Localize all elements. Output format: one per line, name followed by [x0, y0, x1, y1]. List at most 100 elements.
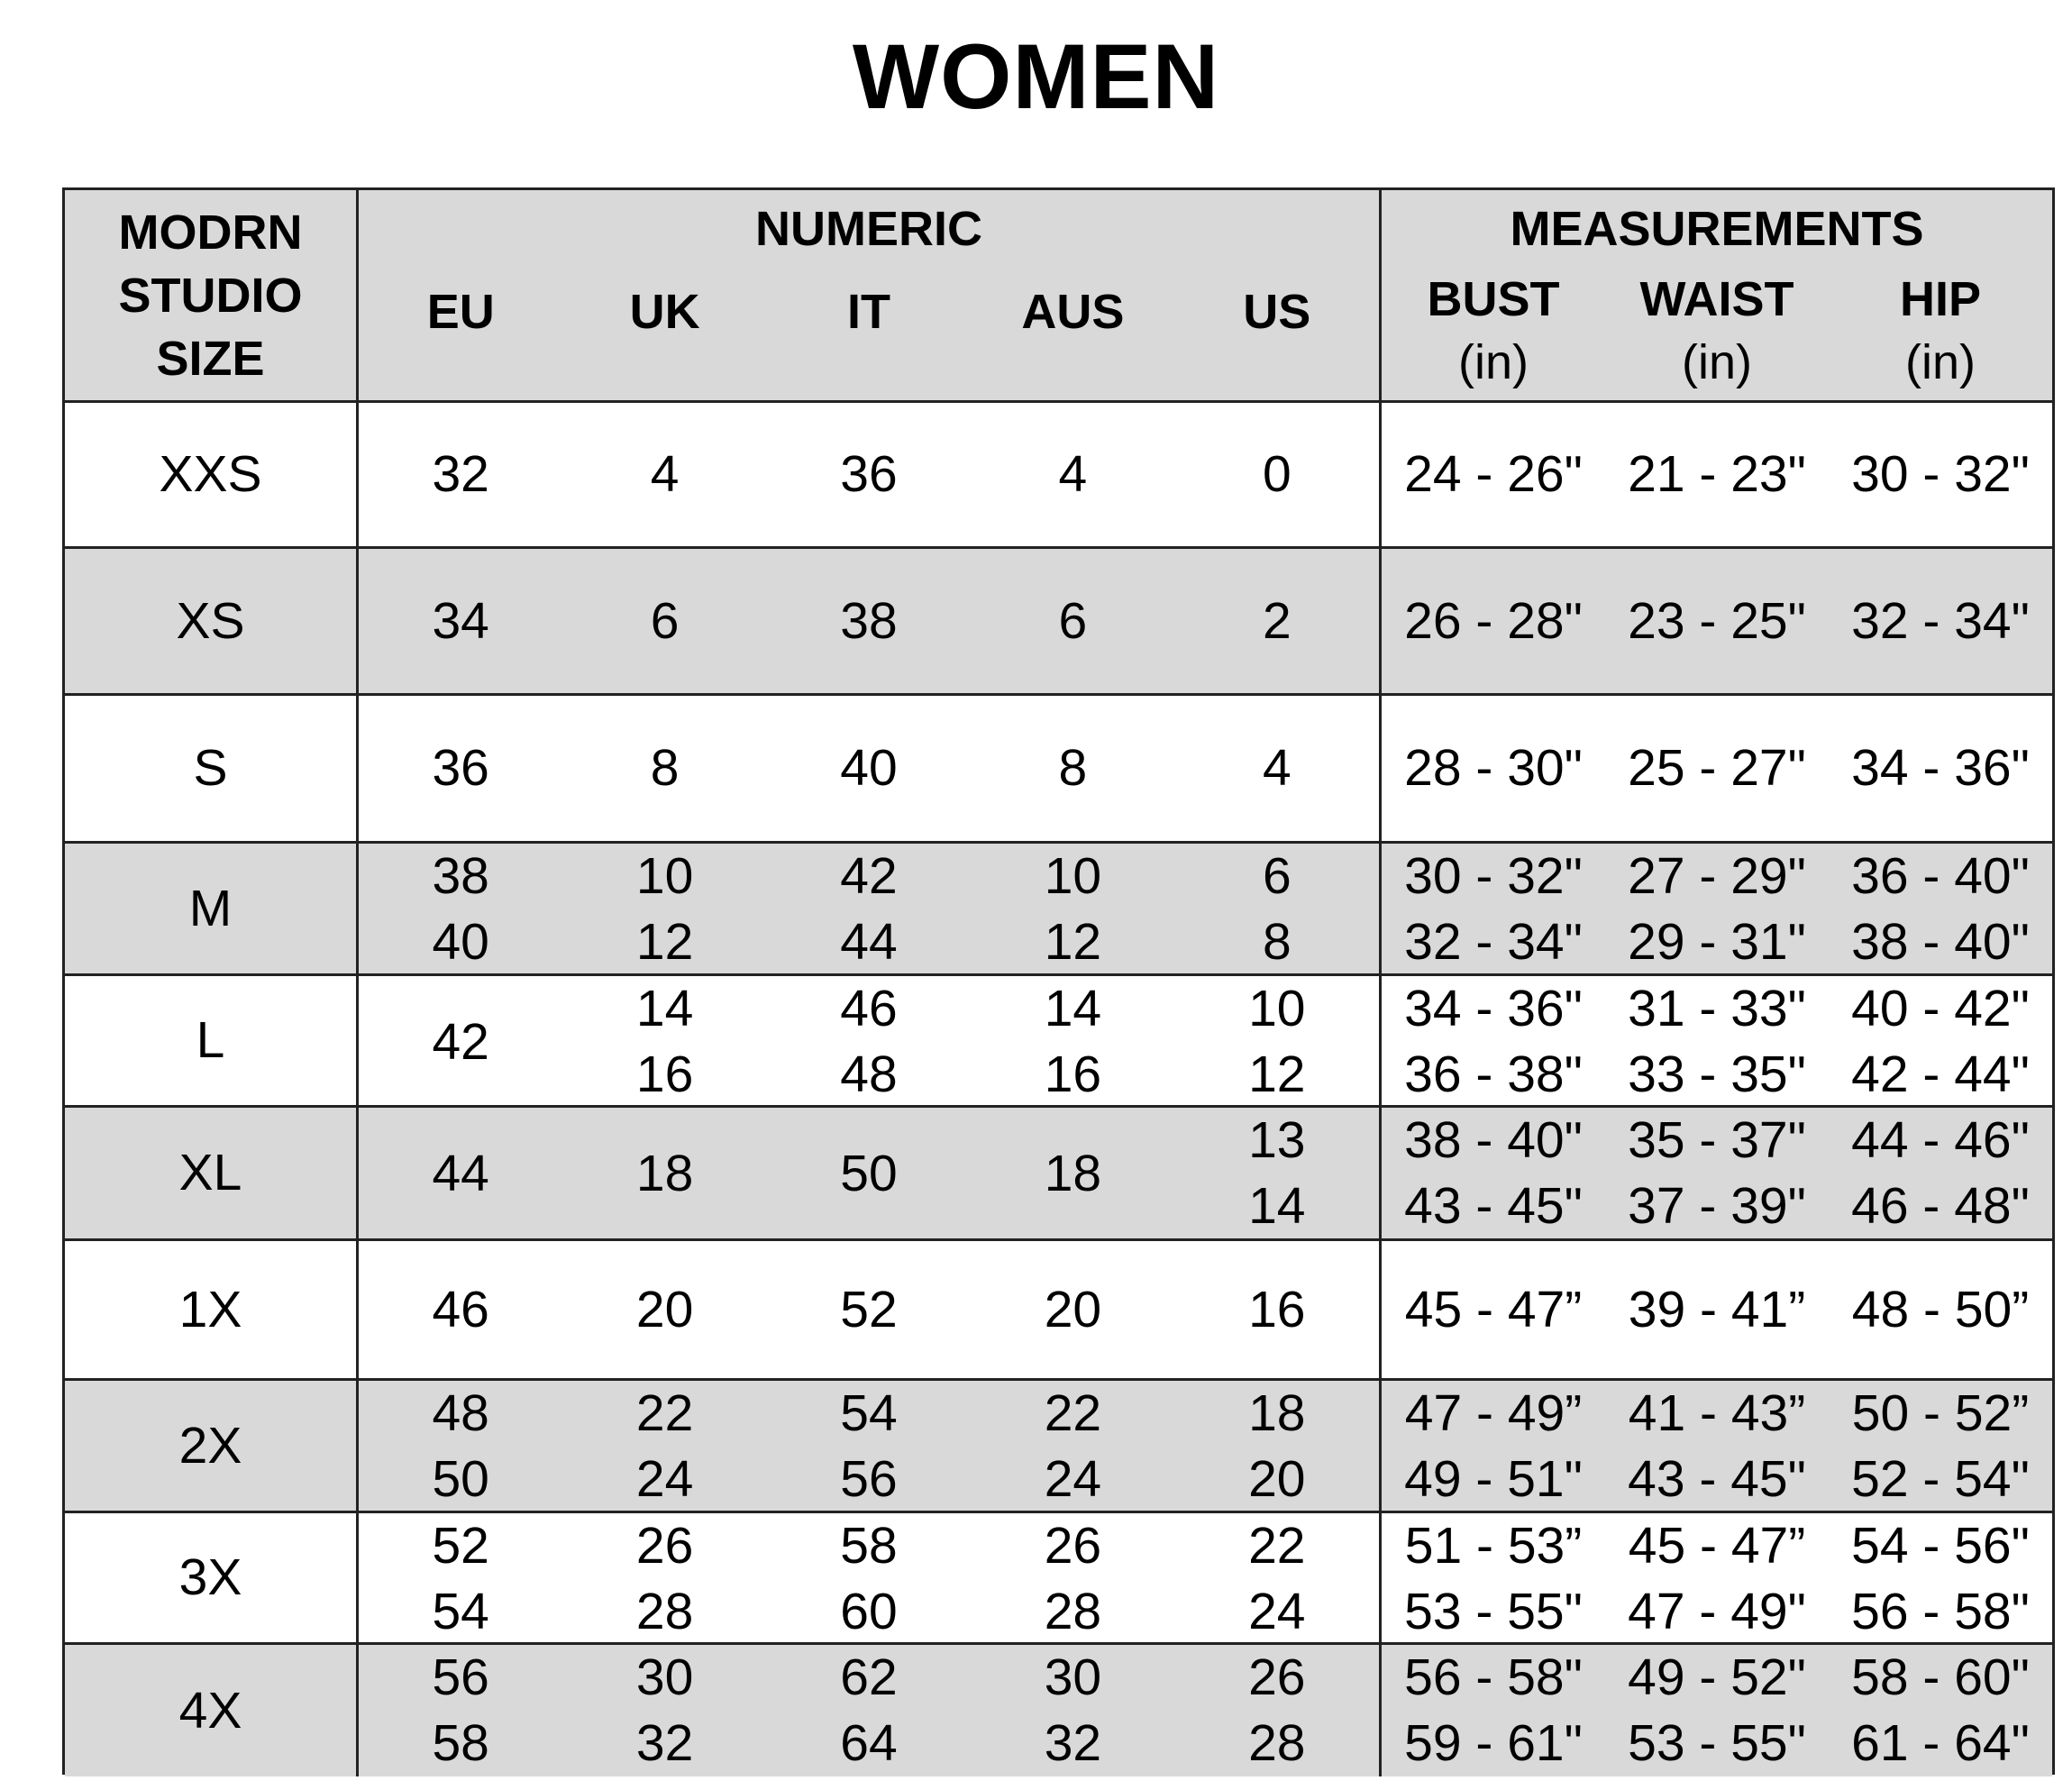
eu-cell: 34 [359, 549, 562, 693]
page-title: WOMEN [852, 25, 1220, 128]
cell-value: 39 - 41” [1628, 1280, 1806, 1338]
cell-value: 46 [840, 980, 898, 1037]
cell-value: 36 - 40" [1851, 847, 2030, 905]
size-cell: S [65, 696, 359, 844]
numeric-row: 34 6 38 6 2 [359, 549, 1379, 693]
cell-value: 10 [1248, 980, 1306, 1037]
hip-cell: 32 - 34" [1829, 549, 2052, 693]
uk-cell: 8 [562, 696, 766, 841]
size-value: 4X [178, 1681, 242, 1740]
cell-value: 28 [1248, 1714, 1306, 1772]
header-measurements-group: MEASUREMENTS BUST (in) WAIST (in) HIP (in) [1382, 190, 2052, 403]
cell-value: 54 [432, 1583, 489, 1640]
measurement-row: 34 - 36" 36 - 38" 31 - 33" 33 - 35" 40 - 42"… [1382, 976, 2052, 1105]
numeric-row: 44 18 50 18 13 14 [359, 1108, 1379, 1238]
measurement-row: 51 - 53” 53 - 55" 45 - 47” 47 - 49" 54 - 56"… [1382, 1513, 2052, 1642]
cell-value: 32 - 34" [1404, 913, 1583, 971]
cell-value: 0 [1262, 445, 1292, 503]
uk-cell: 10 12 [562, 844, 766, 975]
cell-value: 44 - 46" [1851, 1111, 2030, 1169]
cell-value: 21 - 23" [1628, 445, 1806, 503]
size-cell: M [65, 844, 359, 976]
header-numeric-group: NUMERIC EU UK IT AUS US [359, 190, 1382, 403]
header-hip: HIP (in) [1899, 272, 1982, 389]
aus-cell: 22 24 [971, 1381, 1174, 1512]
header-waist: WAIST (in) [1639, 272, 1794, 389]
cell-value: 40 - 42" [1851, 980, 2030, 1037]
us-cell: 26 28 [1175, 1645, 1379, 1776]
cell-value: 53 - 55" [1628, 1714, 1806, 1772]
us-cell: 18 20 [1175, 1381, 1379, 1512]
cell-value: 49 - 52" [1628, 1648, 1806, 1706]
bust-cell: 38 - 40" 43 - 45" [1382, 1108, 1605, 1239]
header-size-line: SIZE [156, 331, 265, 386]
numeric-row: 46 20 52 20 16 [359, 1241, 1379, 1378]
cell-value: 14 [1044, 980, 1102, 1037]
measurement-cells: 34 - 36" 36 - 38" 31 - 33" 33 - 35" 40 - 42"… [1382, 976, 2052, 1108]
numeric-row: 36 8 40 8 4 [359, 696, 1379, 841]
size-cell: XS [65, 549, 359, 696]
bust-cell: 45 - 47” [1382, 1241, 1605, 1378]
cell-value: 50 [432, 1450, 489, 1508]
cell-value: 12 [1248, 1046, 1306, 1103]
size-value: L [196, 1011, 225, 1069]
measurement-row: 24 - 26" 21 - 23" 30 - 32" [1382, 403, 2052, 546]
aus-cell: 4 [971, 403, 1174, 546]
eu-cell: 32 [359, 403, 562, 546]
cell-value: 16 [1248, 1280, 1306, 1338]
numeric-cells: 42 14 16 46 48 14 16 10 12 [359, 976, 1382, 1108]
cell-value: 48 [432, 1384, 489, 1442]
size-label: 4X [179, 1645, 242, 1776]
aus-cell: 6 [971, 549, 1174, 693]
measurement-cells: 24 - 26" 21 - 23" 30 - 32" [1382, 403, 2052, 549]
hip-cell: 58 - 60" 61 - 64" [1829, 1645, 2052, 1776]
cell-value: 58 - 60" [1851, 1648, 2030, 1706]
aus-cell: 10 12 [971, 844, 1174, 975]
size-label: XL [179, 1108, 242, 1238]
cell-value: 44 [432, 1144, 489, 1202]
cell-value: 40 [432, 913, 489, 971]
waist-cell: 49 - 52" 53 - 55" [1605, 1645, 1829, 1776]
size-label: 3X [179, 1513, 242, 1642]
hip-cell: 48 - 50” [1829, 1241, 2052, 1378]
size-value: M [188, 879, 233, 937]
header-eu: EU [426, 285, 495, 339]
size-value: XL [178, 1144, 242, 1201]
cell-value: 6 [1058, 591, 1088, 650]
header-us: US [1243, 285, 1311, 339]
bust-cell: 28 - 30" [1382, 696, 1605, 841]
cell-value: 52 [840, 1280, 898, 1338]
cell-value: 56 [840, 1450, 898, 1508]
cell-value: 50 - 52” [1851, 1384, 2030, 1442]
header-bust: BUST (in) [1427, 272, 1560, 389]
cell-value: 56 - 58" [1851, 1583, 2030, 1640]
uk-cell: 26 28 [562, 1513, 766, 1645]
waist-cell: 41 - 43” 43 - 45" [1605, 1381, 1829, 1512]
header-size-line: MODRN [118, 205, 303, 260]
cell-value: 28 [635, 1583, 694, 1640]
cell-value: 43 - 45" [1628, 1450, 1806, 1508]
size-value: XS [176, 591, 245, 650]
measurement-cells: 51 - 53” 53 - 55" 45 - 47” 47 - 49" 54 - 56"… [1382, 1513, 2052, 1645]
cell-value: 26 [1248, 1648, 1306, 1706]
cell-value: 24 [635, 1450, 694, 1508]
cell-value: 22 [635, 1384, 694, 1442]
waist-cell: 21 - 23" [1605, 403, 1829, 546]
cell-value: 36 [840, 445, 898, 503]
aus-cell: 14 16 [971, 976, 1174, 1108]
cell-value: 4 [1058, 445, 1088, 503]
size-label: S [193, 696, 227, 841]
cell-value: 34 - 36" [1404, 980, 1583, 1037]
cell-value: 28 [1044, 1583, 1102, 1640]
cell-value: 54 [840, 1384, 898, 1442]
measurement-cells: 38 - 40" 43 - 45" 35 - 37" 37 - 39" 44 - 46"… [1382, 1108, 2052, 1241]
cell-value: 24 [1248, 1583, 1306, 1640]
cell-value: 28 - 30" [1404, 739, 1583, 797]
us-cell: 10 12 [1175, 976, 1379, 1108]
us-cell: 13 14 [1175, 1108, 1379, 1239]
aus-cell: 20 [971, 1241, 1174, 1378]
cell-value: 46 - 48" [1851, 1177, 2030, 1235]
waist-cell: 39 - 41” [1605, 1241, 1829, 1378]
numeric-row: 56 58 30 32 62 64 30 32 26 28 [359, 1645, 1379, 1776]
